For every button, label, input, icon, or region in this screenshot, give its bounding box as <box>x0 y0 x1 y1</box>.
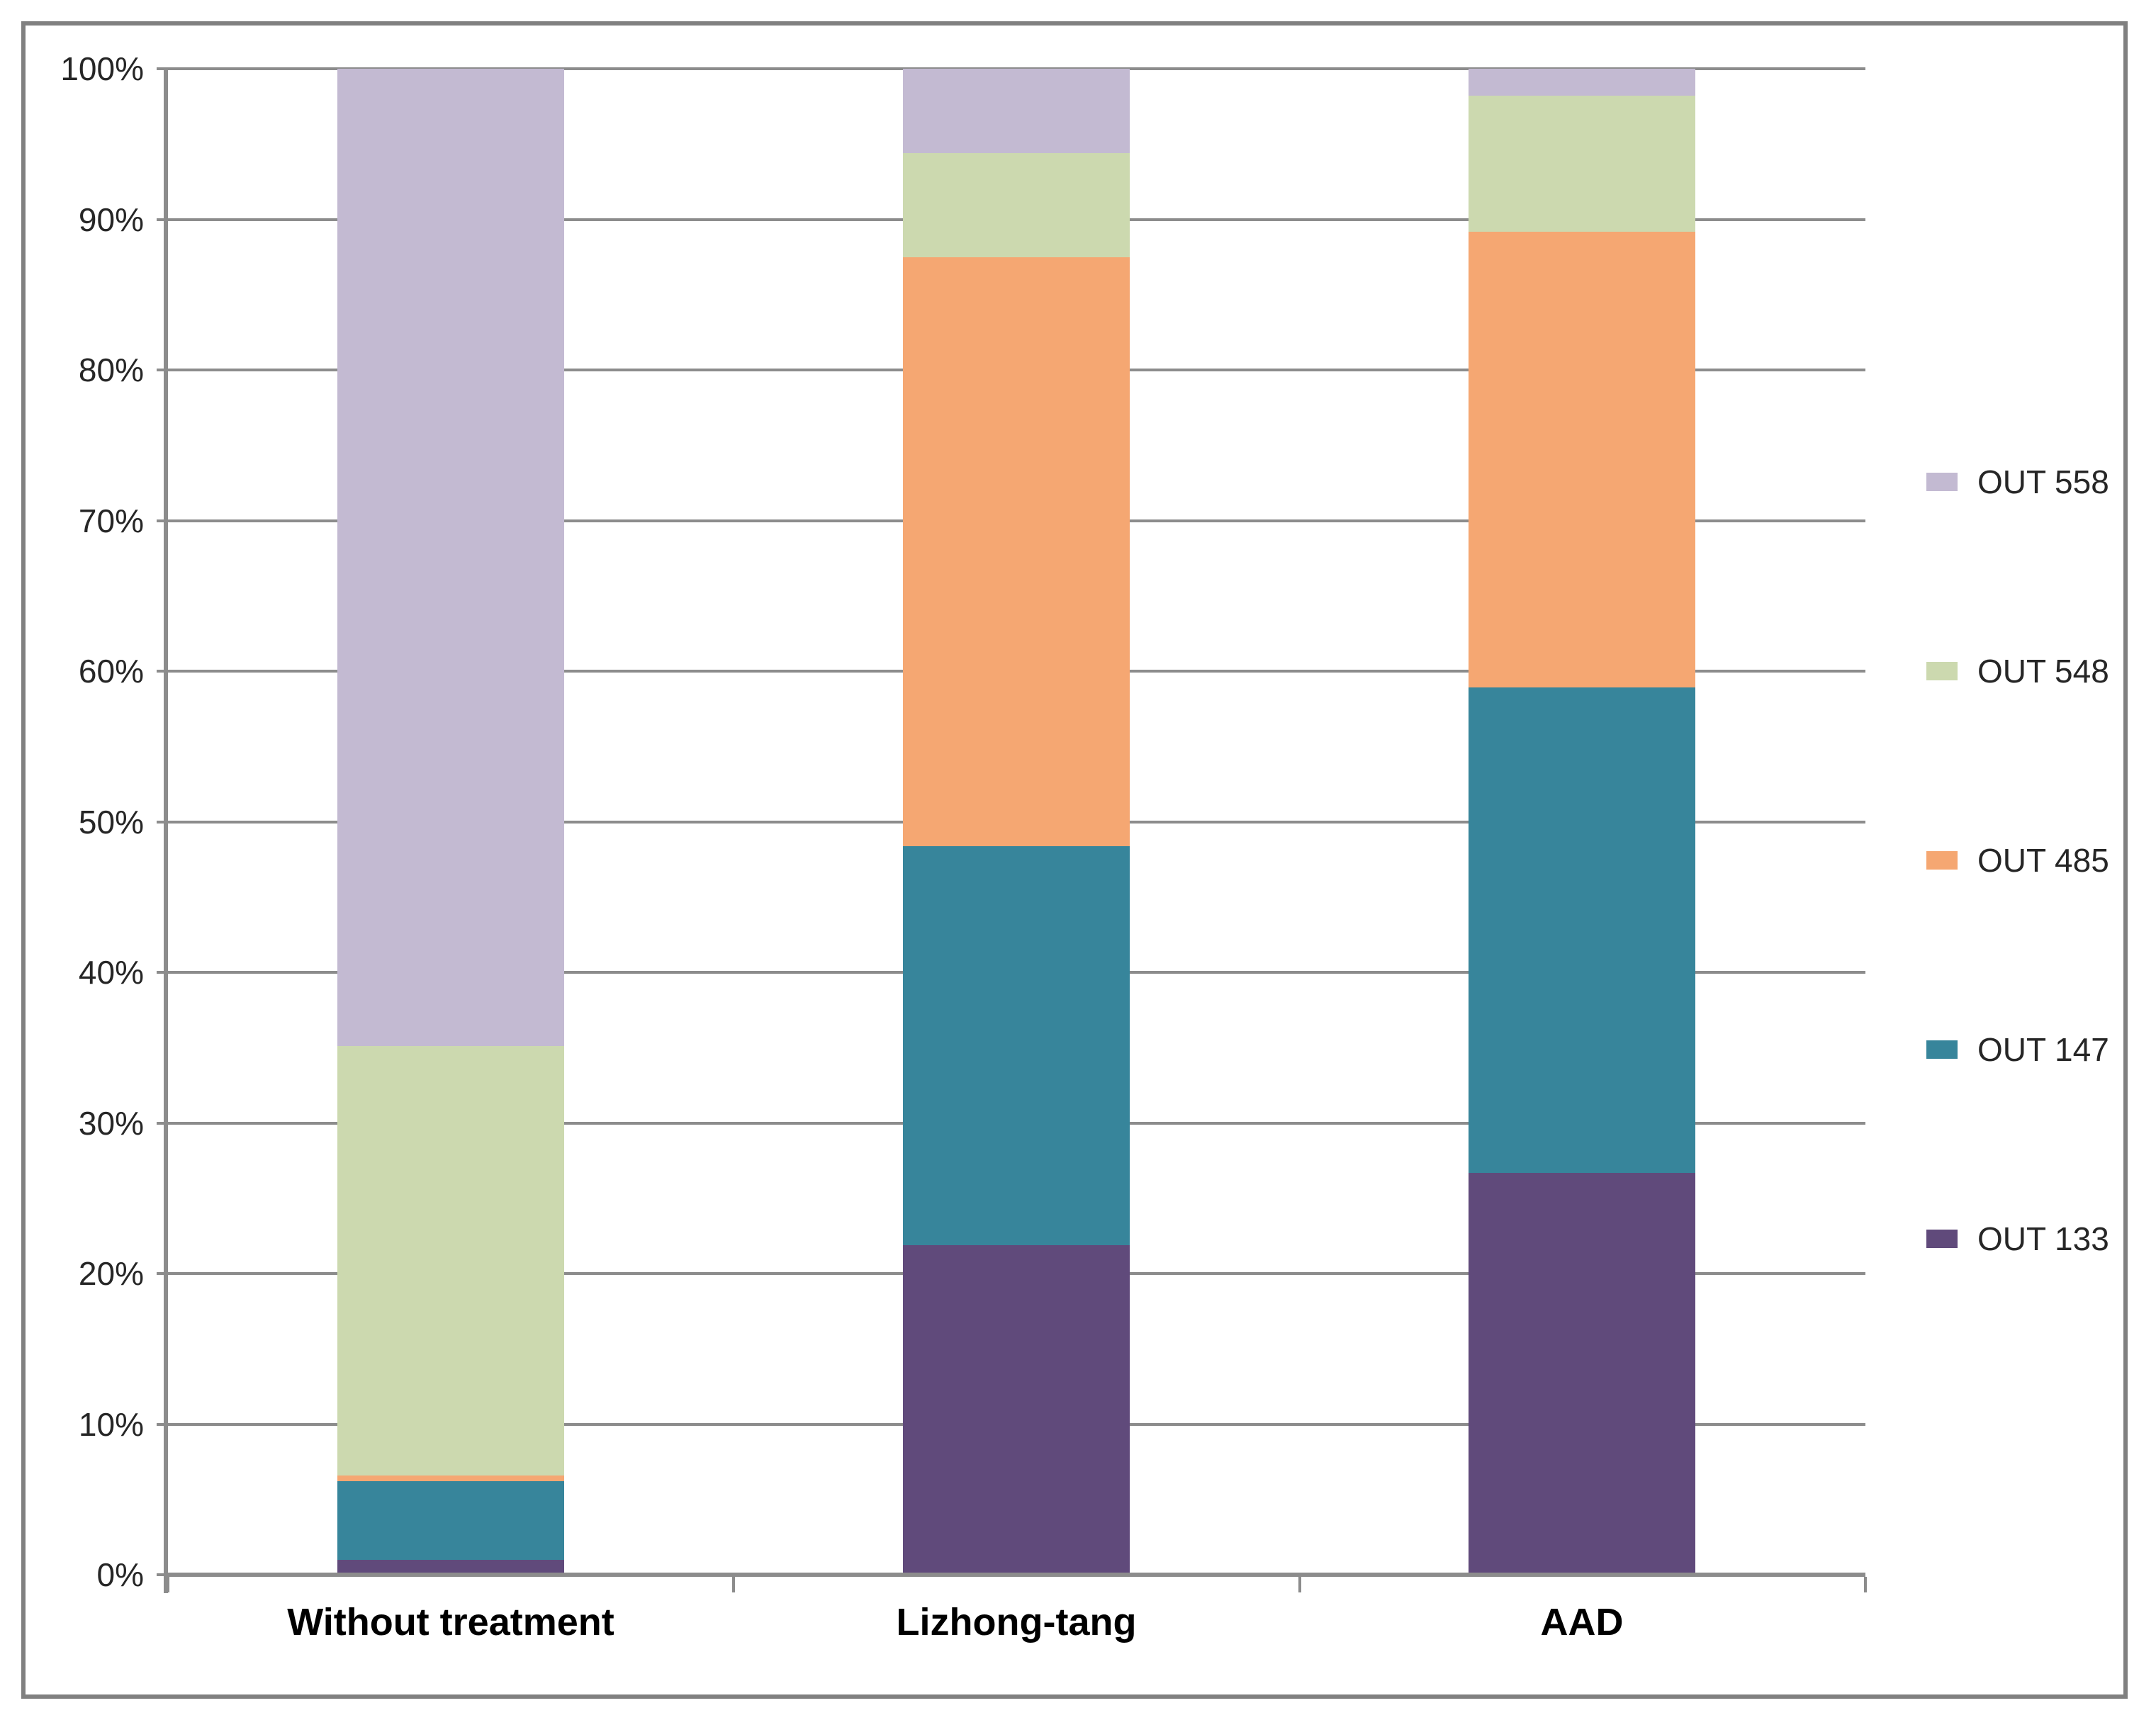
y-axis-label: 60% <box>78 653 144 690</box>
bar-segment-without-treatment-out-548 <box>337 1046 564 1476</box>
legend-item-out-147: OUT 147 <box>1926 1030 2109 1069</box>
y-axis-label: 0% <box>96 1556 144 1593</box>
bar-segment-lizhong-tang-out-133 <box>903 1245 1130 1575</box>
bar-segment-without-treatment-out-558 <box>337 69 564 1046</box>
y-axis-tick-60% <box>157 670 168 673</box>
y-axis-tick-0% <box>157 1573 168 1576</box>
y-axis-tick-80% <box>157 369 168 371</box>
legend-swatch-out-558 <box>1926 473 1958 491</box>
y-axis-tick-100% <box>157 67 168 70</box>
y-axis-tick-50% <box>157 821 168 824</box>
legend-label-out-485: OUT 485 <box>1977 842 2109 879</box>
y-axis-label: 90% <box>78 201 144 238</box>
y-axis-line <box>164 69 168 1593</box>
x-axis-label-without-treatment: Without treatment <box>287 1601 614 1643</box>
legend-swatch-out-485 <box>1926 851 1958 870</box>
x-axis-line <box>168 1573 1865 1577</box>
bar-segment-aad-out-133 <box>1469 1173 1695 1575</box>
y-axis-label: 50% <box>78 804 144 841</box>
x-axis-tick <box>1864 1577 1867 1592</box>
y-axis-tick-40% <box>157 971 168 974</box>
legend-swatch-out-133 <box>1926 1230 1958 1248</box>
legend-swatch-out-147 <box>1926 1040 1958 1059</box>
bar-segment-aad-out-548 <box>1469 96 1695 232</box>
y-axis-tick-70% <box>157 519 168 522</box>
bar-segment-aad-out-558 <box>1469 69 1695 96</box>
y-axis-tick-30% <box>157 1122 168 1125</box>
y-axis-tick-10% <box>157 1423 168 1426</box>
bar-segment-without-treatment-out-147 <box>337 1481 564 1560</box>
bar-segment-lizhong-tang-out-558 <box>903 69 1130 153</box>
y-axis-label: 40% <box>78 954 144 991</box>
legend-label-out-133: OUT 133 <box>1977 1220 2109 1257</box>
y-axis-label: 30% <box>78 1105 144 1142</box>
bar-segment-without-treatment-out-485 <box>337 1476 564 1481</box>
y-axis-label: 20% <box>78 1255 144 1292</box>
x-axis-label-aad: AAD <box>1540 1601 1624 1643</box>
bar-segment-aad-out-485 <box>1469 232 1695 687</box>
bar-segment-aad-out-147 <box>1469 687 1695 1173</box>
legend-item-out-548: OUT 548 <box>1926 651 2109 691</box>
x-axis-label-lizhong-tang: Lizhong-tang <box>896 1601 1137 1643</box>
bar-segment-without-treatment-out-133 <box>337 1560 564 1575</box>
legend-label-out-548: OUT 548 <box>1977 653 2109 690</box>
y-axis-label: 70% <box>78 502 144 539</box>
bar-segment-lizhong-tang-out-147 <box>903 846 1130 1245</box>
y-axis-tick-20% <box>157 1272 168 1275</box>
legend-swatch-out-548 <box>1926 662 1958 680</box>
legend-item-out-133: OUT 133 <box>1926 1219 2109 1259</box>
x-axis-tick <box>1298 1577 1301 1592</box>
y-axis-label: 10% <box>78 1406 144 1443</box>
x-axis-tick <box>732 1577 735 1592</box>
y-axis-label: 80% <box>78 352 144 388</box>
x-axis-tick <box>167 1577 169 1592</box>
bar-segment-lizhong-tang-out-548 <box>903 153 1130 257</box>
legend-item-out-558: OUT 558 <box>1926 462 2109 502</box>
legend-label-out-147: OUT 147 <box>1977 1031 2109 1068</box>
y-axis-tick-90% <box>157 218 168 221</box>
bar-segment-lizhong-tang-out-485 <box>903 257 1130 846</box>
y-axis-label: 100% <box>60 50 144 87</box>
legend-item-out-485: OUT 485 <box>1926 841 2109 880</box>
legend-label-out-558: OUT 558 <box>1977 463 2109 500</box>
